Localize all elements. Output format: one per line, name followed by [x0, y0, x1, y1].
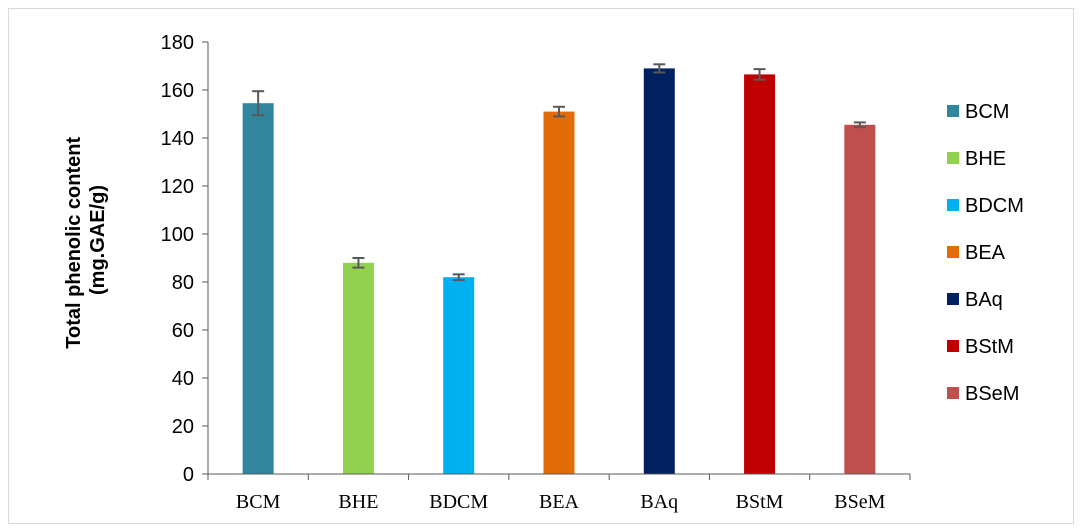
legend-label: BSeM [965, 383, 1019, 405]
y-tick-label: 120 [161, 176, 194, 198]
bar [744, 74, 776, 475]
legend-swatch [947, 387, 959, 399]
legend-swatch [947, 105, 959, 117]
x-tick-label: BEA [539, 491, 580, 513]
legend-swatch [947, 152, 959, 164]
legend-swatch [947, 246, 959, 258]
x-tick-label: BCM [236, 491, 281, 513]
x-tick-label: BAq [640, 491, 678, 513]
y-tick-label: 20 [172, 416, 194, 438]
y-tick-label: 40 [172, 368, 194, 390]
bar [844, 124, 876, 475]
y-axis: 0 20 40 60 80 100 120 140 160 180 [161, 32, 209, 486]
legend-label: BCM [965, 101, 1009, 123]
y-tick-label: 100 [161, 224, 194, 246]
y-tick-label: 160 [161, 80, 194, 102]
x-tick-label: BDCM [429, 491, 488, 513]
y-axis-label: Total phenolic content (mg.GAE/g) [63, 131, 109, 348]
legend-label: BDCM [965, 195, 1024, 217]
y-tick-label: 0 [183, 464, 194, 486]
y-tick-label: 140 [161, 128, 194, 150]
bar [643, 68, 675, 475]
bar [342, 262, 374, 474]
bars-group [242, 63, 876, 475]
bar [242, 103, 274, 474]
legend: BCM BHE BDCM BEA BAq BStM BSeM [947, 101, 1024, 405]
legend-label: BAq [965, 289, 1003, 311]
legend-swatch [947, 293, 959, 305]
legend-swatch [947, 340, 959, 352]
y-axis-label-line1: Total phenolic content [63, 137, 85, 349]
x-tick-label: BSeM [834, 491, 885, 513]
legend-label: BEA [965, 242, 1006, 264]
x-tick-label: BHE [338, 491, 378, 513]
bar [543, 111, 575, 474]
x-tick-label: BStM [736, 491, 784, 513]
legend-label: BStM [965, 336, 1014, 358]
bar [443, 277, 475, 474]
y-tick-label: 80 [172, 272, 194, 294]
y-tick-label: 180 [161, 32, 194, 54]
legend-label: BHE [965, 148, 1006, 170]
x-axis: BCM BHE BDCM BEA BAq BStM BSeM [207, 473, 911, 513]
chart-frame [8, 8, 1074, 524]
y-axis-label-line2: (mg.GAE/g) [87, 185, 109, 295]
y-tick-label: 60 [172, 320, 194, 342]
legend-swatch [947, 199, 959, 211]
